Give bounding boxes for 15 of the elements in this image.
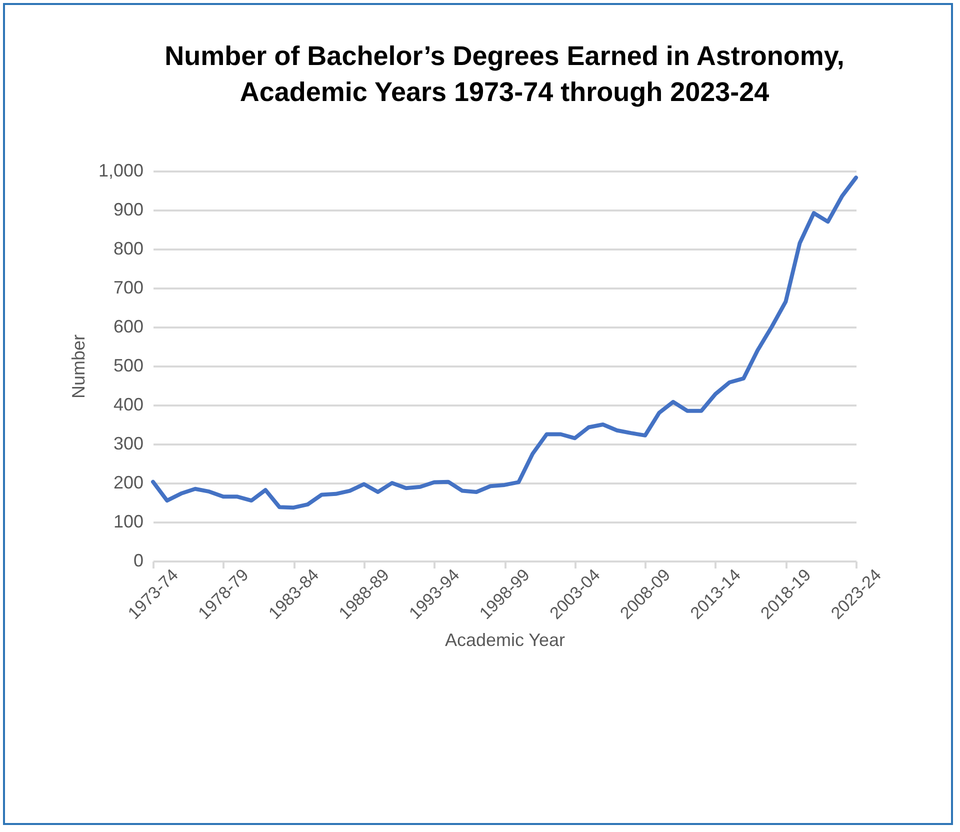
y-tick-label: 700 — [113, 278, 144, 298]
y-tick-label: 400 — [113, 394, 144, 414]
y-tick-label: 300 — [113, 434, 144, 454]
y-tick-label: 200 — [113, 472, 144, 492]
y-tick-label: 900 — [113, 200, 144, 220]
line-series — [151, 176, 858, 510]
y-tick-label: 1,000 — [98, 160, 144, 180]
y-tick-label: 800 — [113, 238, 144, 258]
y-tick-label: 100 — [113, 512, 144, 532]
x-axis-title: Academic Year — [444, 630, 566, 650]
y-tick-label: 0 — [133, 550, 144, 570]
y-axis-title: Number — [68, 334, 88, 399]
y-tick-label: 500 — [113, 356, 144, 376]
y-tick-label: 600 — [113, 316, 144, 336]
chart-title: Number of Bachelor’s Degrees Earned in Astronomy, Academic Years 1973-74 through 2023-24 — [164, 41, 844, 107]
